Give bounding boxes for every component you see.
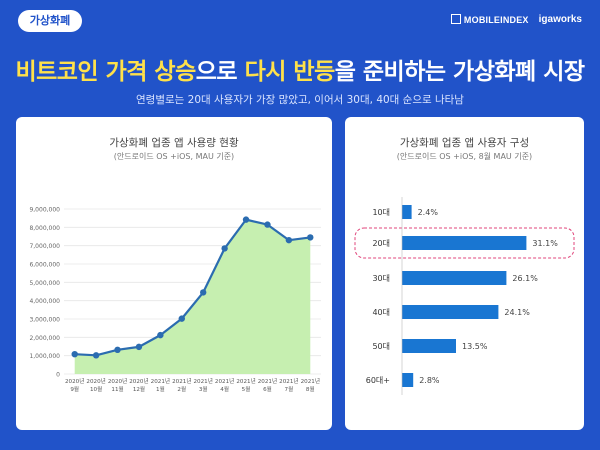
category-label: 20대 xyxy=(372,239,390,248)
y-tick-label: 9,000,000 xyxy=(29,207,60,214)
headline: 비트코인 가격 상승으로 다시 반등을 준비하는 가상화폐 시장 xyxy=(0,52,600,86)
y-tick-label: 7,000,000 xyxy=(29,243,60,250)
x-tick-label-year: 2020년 xyxy=(108,377,127,385)
y-tick-label: 0 xyxy=(56,372,60,379)
y-tick-label: 8,000,000 xyxy=(29,225,60,232)
x-tick-label-year: 2021년 xyxy=(301,377,320,385)
x-tick-label-year: 2021년 xyxy=(215,377,234,385)
x-tick-label-year: 2020년 xyxy=(129,377,148,385)
headline-highlight-2: 다시 반등 xyxy=(244,59,336,85)
y-tick-label: 1,000,000 xyxy=(29,353,60,360)
value-label: 24.1% xyxy=(504,308,530,317)
x-tick-label-year: 2021년 xyxy=(279,377,298,385)
age-chart-card: 가상화폐 업종 앱 사용자 구성 (안드로이드 OS +iOS, 8월 MAU … xyxy=(345,117,584,430)
bar xyxy=(402,305,499,319)
x-tick-label-month: 8월 xyxy=(306,385,315,393)
x-tick-label-month: 2월 xyxy=(177,385,186,393)
x-tick-label-year: 2021년 xyxy=(258,377,277,385)
data-point xyxy=(157,331,164,339)
series-line xyxy=(74,218,311,357)
age-chart-subtitle: (안드로이드 OS +iOS, 8월 MAU 기준) xyxy=(396,152,533,161)
y-tick-label: 2,000,000 xyxy=(29,335,60,342)
y-tick-label: 6,000,000 xyxy=(29,262,60,269)
x-tick-label-year: 2021년 xyxy=(151,377,170,385)
data-point xyxy=(135,343,143,351)
x-tick-label-month: 12월 xyxy=(133,385,145,393)
value-label: 13.5% xyxy=(462,342,488,351)
x-tick-label-month: 1월 xyxy=(156,385,165,393)
usage-area-chart: 0 1,000,000 2,000,000 3,000,000 4,000,000 5,0… xyxy=(29,207,321,393)
category-label: 40대 xyxy=(372,308,390,317)
headline-highlight-1: 비트코인 가격 상승 xyxy=(15,59,196,85)
data-point xyxy=(114,346,121,353)
data-point xyxy=(71,351,78,358)
highlight-box xyxy=(354,227,575,259)
headline-text-2: 을 준비하는 가상화폐 시장 xyxy=(334,59,585,85)
value-label: 26.1% xyxy=(512,274,538,283)
brand-logos: MOBILEINDEX igaworks xyxy=(450,14,582,25)
y-tick-label: 5,000,000 xyxy=(29,280,60,287)
x-tick-label-month: 6월 xyxy=(263,385,272,393)
data-point xyxy=(307,234,314,241)
data-point xyxy=(264,221,271,228)
x-tick-label-year: 2020년 xyxy=(86,377,105,385)
x-tick-label-month: 11월 xyxy=(111,385,123,393)
category-label: 10대 xyxy=(372,208,390,217)
value-label: 31.1% xyxy=(532,239,558,248)
x-tick-label-month: 3월 xyxy=(199,385,208,393)
bar xyxy=(402,339,456,353)
x-tick-label-month: 7월 xyxy=(285,385,294,393)
data-point xyxy=(285,236,293,244)
bar xyxy=(402,205,412,219)
mobileindex-logo: MOBILEINDEX xyxy=(450,14,529,25)
age-bar-chart: 10대 2.4% 20대 31.1% 30대 26.1% 40대 24.1% 50대 13.5% 6… xyxy=(354,197,575,395)
headline-text-1: 으로 xyxy=(195,59,245,85)
value-label: 2.8% xyxy=(419,376,440,385)
x-tick-label-year: 2021년 xyxy=(236,377,255,385)
x-tick-label-month: 9월 xyxy=(70,385,79,393)
category-label: 60대+ xyxy=(366,376,390,385)
x-tick-label-year: 2021년 xyxy=(172,377,191,385)
category-label: 50대 xyxy=(372,342,390,351)
x-tick-label-month: 5월 xyxy=(242,385,251,393)
x-tick-label-month: 4월 xyxy=(220,385,229,393)
category-tag: 가상화폐 xyxy=(18,10,82,32)
y-tick-label: 4,000,000 xyxy=(29,298,60,305)
usage-chart-subtitle: (안드로이드 OS +iOS, MAU 기준) xyxy=(113,152,235,161)
data-point xyxy=(200,289,207,296)
category-label: 30대 xyxy=(372,274,390,283)
igaworks-logo: igaworks xyxy=(538,14,582,25)
age-chart-title: 가상화폐 업종 앱 사용자 구성 xyxy=(399,137,530,149)
data-point xyxy=(221,245,228,252)
bar xyxy=(402,236,527,250)
x-tick-label-year: 2020년 xyxy=(65,377,84,385)
series-area xyxy=(74,219,311,374)
x-tick-label-month: 10월 xyxy=(90,385,102,393)
usage-chart-card: 가상화폐 업종 앱 사용량 현황 (안드로이드 OS +iOS, MAU 기준)… xyxy=(16,117,332,430)
data-point xyxy=(92,352,100,359)
usage-chart-title: 가상화폐 업종 앱 사용량 현황 xyxy=(109,137,239,149)
y-tick-label: 3,000,000 xyxy=(29,317,60,324)
subheadline: 연령별로는 20대 사용자가 가장 많았고, 이어서 30대, 40대 순으로 … xyxy=(136,94,464,106)
value-label: 2.4% xyxy=(418,208,439,217)
bar xyxy=(402,271,507,285)
data-point xyxy=(242,216,250,223)
bar xyxy=(402,373,414,387)
data-point xyxy=(178,315,185,322)
x-tick-label-year: 2021년 xyxy=(194,377,213,385)
